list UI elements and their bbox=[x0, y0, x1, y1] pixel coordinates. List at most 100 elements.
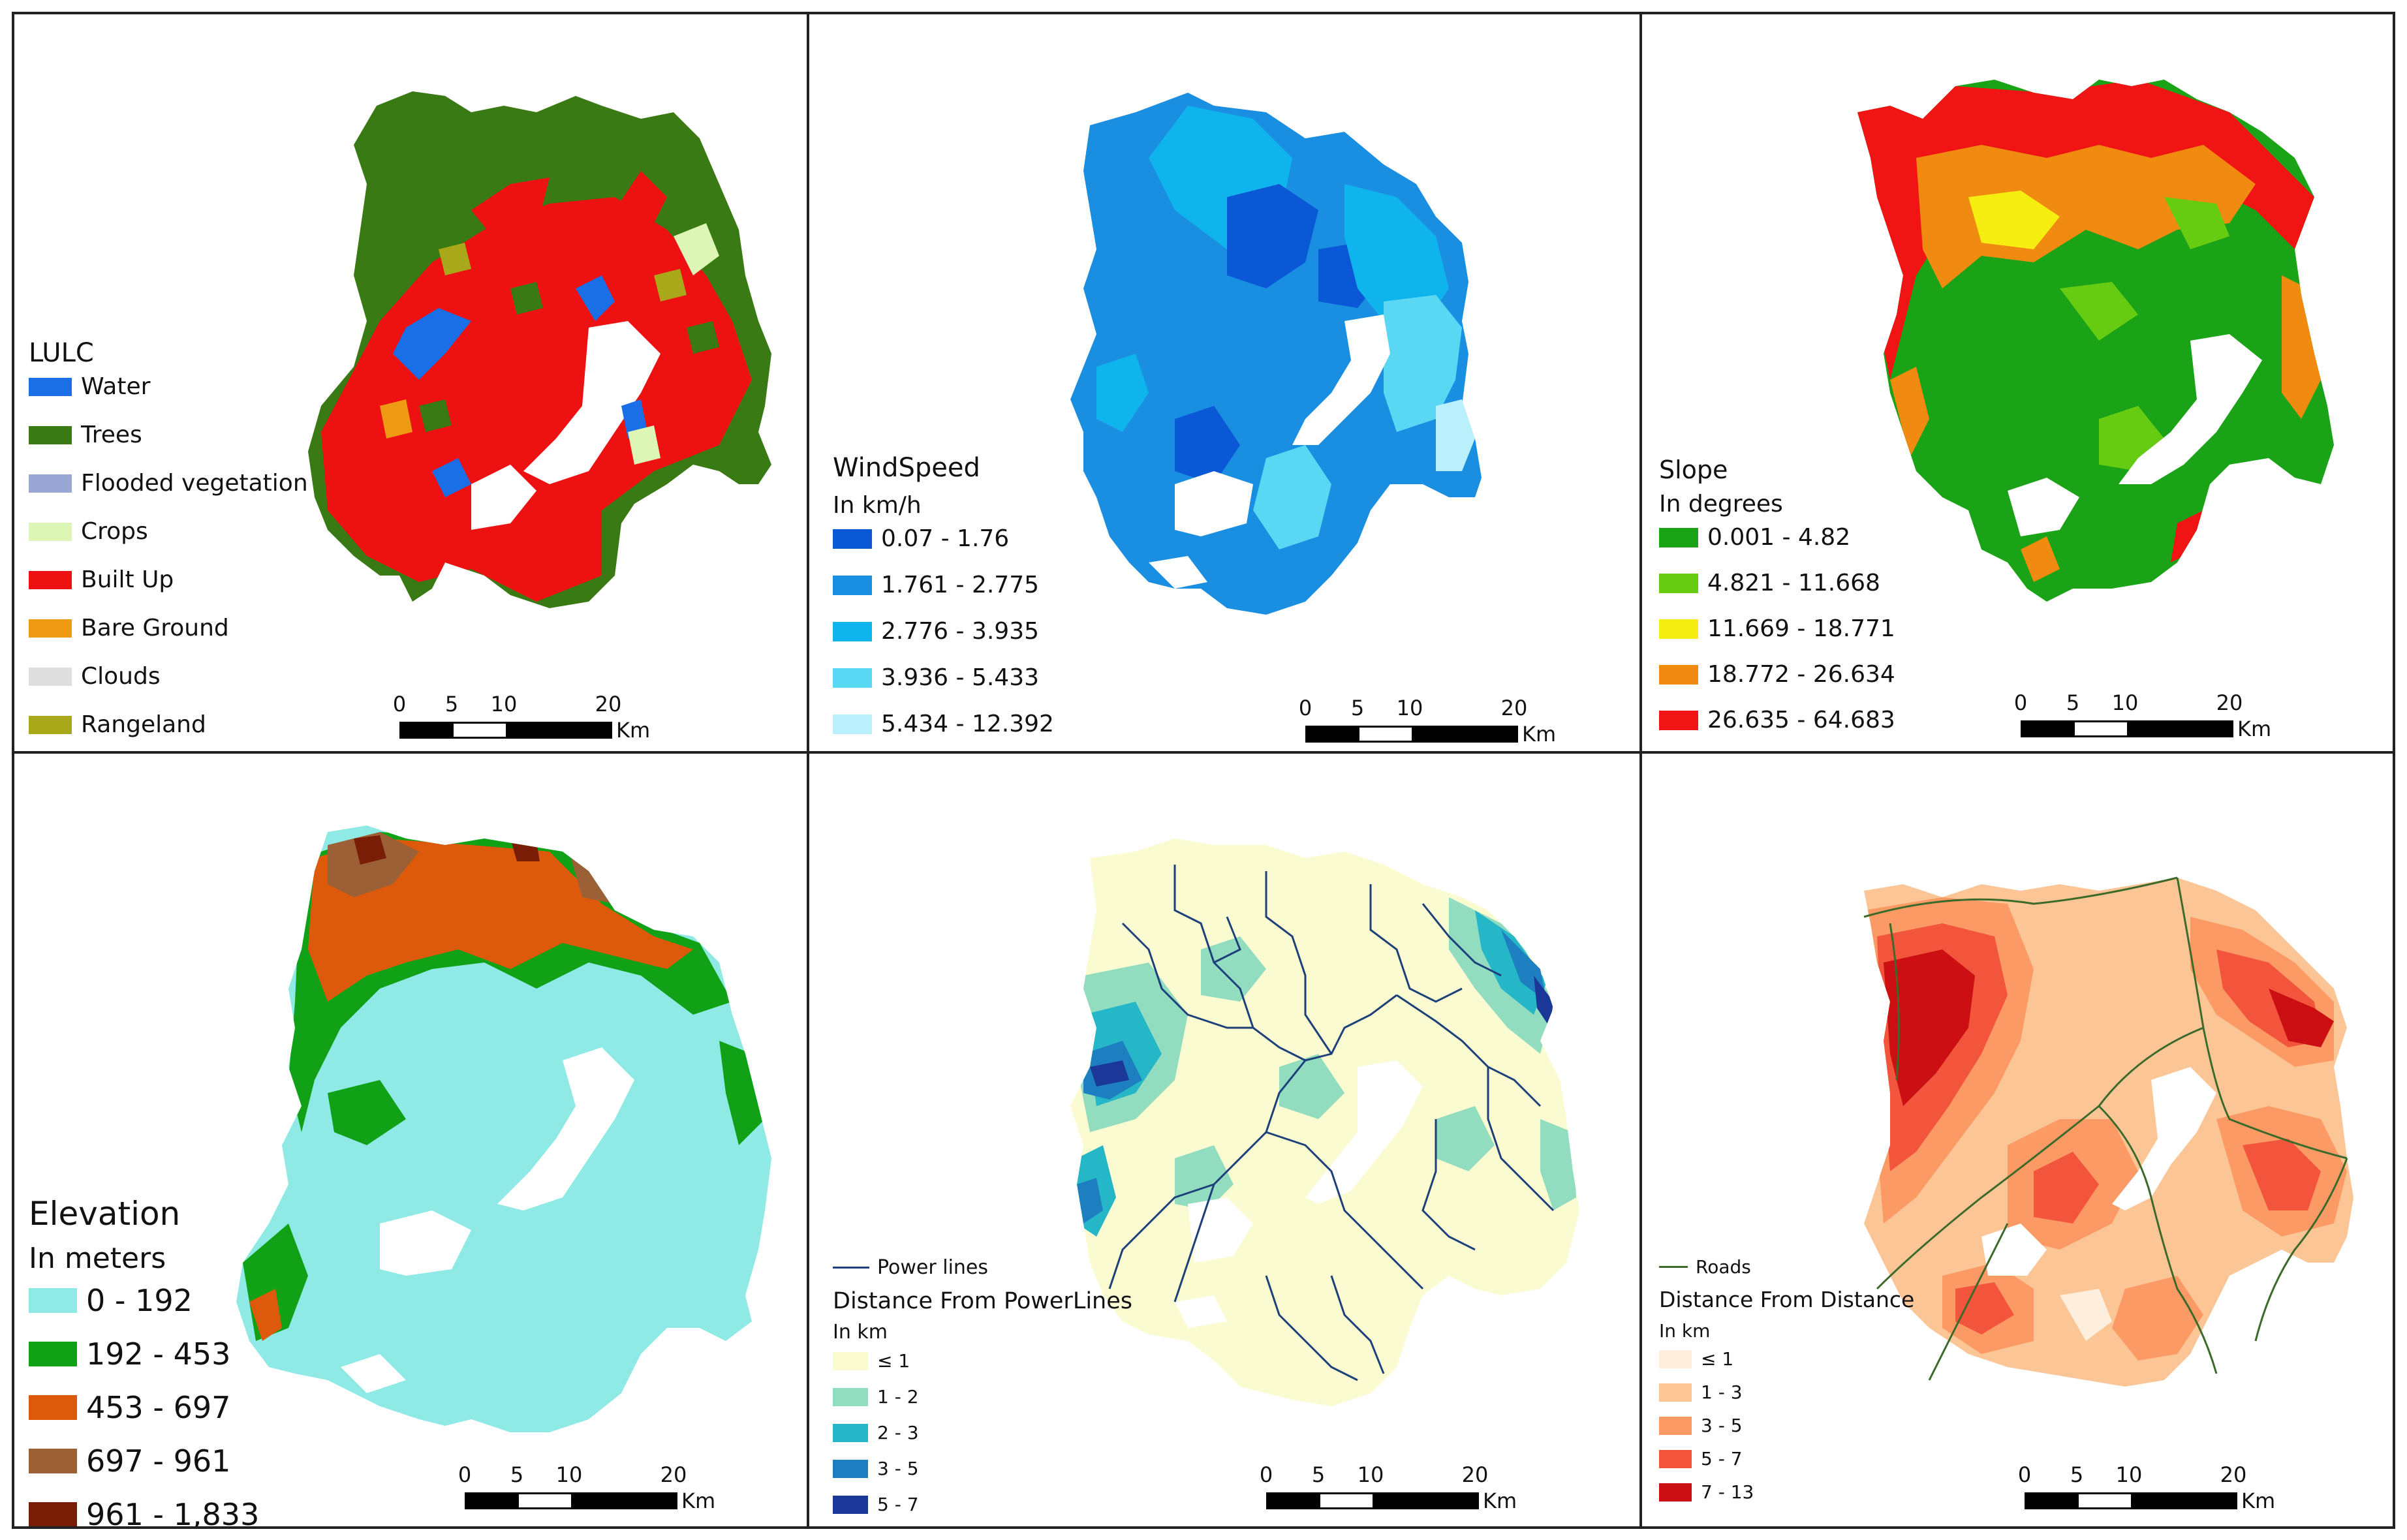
legend-swatch bbox=[833, 1387, 868, 1406]
legend-swatch bbox=[29, 667, 72, 686]
legend-label: 3 - 5 bbox=[1701, 1415, 1743, 1436]
windspeed-panel: WindSpeed In km/h 0.07 - 1.76 1.761 - 2.7… bbox=[807, 12, 1642, 754]
scale-tick-label: 20 bbox=[2216, 690, 2243, 715]
scale-segment bbox=[2075, 722, 2127, 735]
legend-line-entry: Power lines bbox=[833, 1256, 1132, 1279]
legend-swatch bbox=[29, 1395, 77, 1420]
scale-tick-label: 20 bbox=[1500, 696, 1528, 720]
legend-label: 7 - 13 bbox=[1701, 1481, 1754, 1503]
legend-label: 1 - 3 bbox=[1701, 1381, 1743, 1403]
legend-item: Flooded vegetation bbox=[29, 470, 308, 497]
scale-segment bbox=[519, 1494, 571, 1507]
legend-subtitle: In meters bbox=[29, 1242, 166, 1275]
legend-label: Crops bbox=[81, 518, 148, 545]
legend-item: 3.936 - 5.433 bbox=[833, 664, 1054, 691]
legend-item: Crops bbox=[29, 518, 308, 545]
scale-tick-label: 5 bbox=[510, 1462, 524, 1487]
legend-item: 0.001 - 4.82 bbox=[1659, 524, 1895, 551]
legend-swatch bbox=[29, 1288, 77, 1313]
legend-label: 0 - 192 bbox=[86, 1283, 193, 1318]
power-lines bbox=[1108, 865, 1555, 1381]
legend-label: Built Up bbox=[81, 566, 174, 593]
legend-label: 192 - 453 bbox=[86, 1336, 231, 1372]
scale-track bbox=[465, 1492, 677, 1509]
legend-line-label: Power lines bbox=[877, 1256, 989, 1279]
legend-item: Water bbox=[29, 373, 308, 400]
scale-tick-label: 10 bbox=[2111, 690, 2139, 715]
scale-tick-label: 0 bbox=[1259, 1462, 1273, 1487]
roads-legend: Roads Distance From Distance In km ≤ 1 1 … bbox=[1659, 1256, 1914, 1515]
roads-lines bbox=[1863, 876, 2348, 1381]
scale-track bbox=[2021, 720, 2233, 737]
scale-segment bbox=[2027, 1494, 2079, 1507]
legend-label: 697 - 961 bbox=[86, 1443, 231, 1479]
legend-label: Clouds bbox=[81, 663, 161, 690]
scale-labels: 0 5 10 20 bbox=[1299, 696, 1528, 722]
legend-item: ≤ 1 bbox=[1659, 1348, 1914, 1370]
legend-swatch bbox=[29, 1502, 77, 1526]
legend-swatch bbox=[29, 715, 72, 734]
scale-tick-label: 5 bbox=[1350, 696, 1365, 720]
legend-item: 192 - 453 bbox=[29, 1336, 259, 1372]
slope-legend: Slope In degrees 0.001 - 4.82 4.821 - 11.… bbox=[1659, 455, 1895, 751]
scale-unit: Km bbox=[616, 718, 651, 743]
legend-swatch bbox=[833, 1495, 868, 1514]
scale-track bbox=[1305, 726, 1518, 743]
legend-item: 5.434 - 12.392 bbox=[833, 711, 1054, 737]
legend-title: Slope bbox=[1659, 455, 1728, 484]
legend-swatch bbox=[1659, 1449, 1692, 1468]
legend-swatch bbox=[1659, 527, 1698, 547]
scale-tick-label: 20 bbox=[1461, 1462, 1489, 1487]
scale-tick-label: 10 bbox=[555, 1462, 583, 1487]
legend-label: 961 - 1,833 bbox=[86, 1497, 260, 1529]
legend-swatch bbox=[1659, 1416, 1692, 1435]
scale-bar: 0 5 10 20 Km bbox=[393, 692, 651, 743]
legend-label: 2.776 - 3.935 bbox=[881, 618, 1039, 645]
lulc-panel: LULC Water Trees Flooded vegetation Crops Bu… bbox=[12, 12, 809, 754]
lulc-map bbox=[308, 91, 771, 608]
legend-swatch bbox=[1659, 1483, 1692, 1502]
legend-title: Elevation bbox=[29, 1195, 181, 1233]
legend-swatch bbox=[833, 714, 872, 734]
scale-track bbox=[399, 722, 612, 739]
legend-swatch bbox=[29, 570, 72, 589]
scale-tick-label: 0 bbox=[1298, 696, 1312, 720]
legend-subtitle: In km/h bbox=[833, 492, 922, 519]
legend-swatch bbox=[29, 1342, 77, 1366]
legend-label: ≤ 1 bbox=[877, 1350, 910, 1372]
powerlines-legend: Power lines Distance From PowerLines In … bbox=[833, 1256, 1132, 1526]
legend-label: Water bbox=[81, 373, 151, 400]
legend-subtitle: In km bbox=[833, 1321, 888, 1344]
scale-segment bbox=[1268, 1494, 1320, 1507]
legend-item: 3 - 5 bbox=[1659, 1415, 1914, 1436]
scale-segment bbox=[2023, 722, 2075, 735]
scale-segment bbox=[467, 1494, 519, 1507]
legend-swatch bbox=[1659, 573, 1698, 593]
scale-bar: 0 5 10 20 Km bbox=[1260, 1462, 1517, 1513]
scale-bar: 0 5 10 20 Km bbox=[2018, 1462, 2275, 1513]
windspeed-map bbox=[1070, 93, 1482, 615]
legend-item: 2 - 3 bbox=[833, 1422, 1132, 1443]
legend-item: ≤ 1 bbox=[833, 1350, 1132, 1372]
legend-line-label: Roads bbox=[1696, 1256, 1751, 1278]
legend-item: 4.821 - 11.668 bbox=[1659, 570, 1895, 596]
legend-item: 1 - 3 bbox=[1659, 1381, 1914, 1403]
legend-title: LULC bbox=[29, 338, 94, 368]
legend-swatch bbox=[833, 529, 872, 549]
legend-item: 961 - 1,833 bbox=[29, 1497, 260, 1529]
scale-labels: 0 5 10 20 bbox=[458, 1462, 687, 1488]
legend-swatch bbox=[833, 1423, 868, 1442]
legend-swatch bbox=[29, 522, 72, 541]
legend-item: 11.669 - 18.771 bbox=[1659, 615, 1895, 642]
legend-item: 1.761 - 2.775 bbox=[833, 572, 1054, 598]
legend-item: 3 - 5 bbox=[833, 1458, 1132, 1479]
legend-item: 1 - 2 bbox=[833, 1386, 1132, 1408]
scale-unit: Km bbox=[1522, 722, 1557, 747]
legend-swatch bbox=[1659, 710, 1698, 730]
windspeed-legend: WindSpeed In km/h 0.07 - 1.76 1.761 - 2.7… bbox=[833, 453, 1054, 751]
legend-swatch bbox=[29, 1449, 77, 1473]
legend-item: Rangeland bbox=[29, 711, 308, 738]
legend-swatch bbox=[833, 668, 872, 688]
legend-label: 11.669 - 18.771 bbox=[1707, 615, 1895, 642]
legend-item: 0 - 192 bbox=[29, 1283, 259, 1318]
